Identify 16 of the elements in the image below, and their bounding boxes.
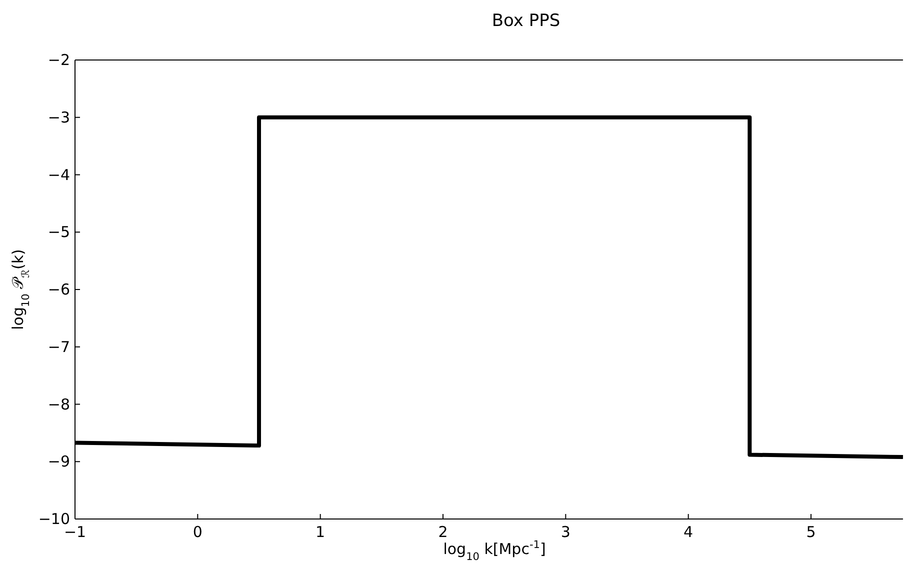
x-tick-label: 3: [560, 523, 570, 541]
y-tick-label: −9: [48, 452, 70, 471]
y-tick-label: −4: [48, 166, 70, 184]
y-tick-label: −5: [48, 223, 70, 242]
x-tick-label: 2: [438, 523, 448, 541]
x-tick-label: 1: [316, 523, 326, 541]
y-tick-label: −3: [48, 108, 70, 126]
x-tick-label: 4: [684, 523, 694, 541]
y-tick-label: −6: [48, 280, 70, 298]
y-tick-label: −7: [48, 338, 70, 356]
y-tick-label: −8: [48, 395, 70, 414]
x-axis-title: log$_{10}$ k[Mpc$^{-1}$]: [443, 539, 546, 563]
y-tick-label: −2: [48, 51, 70, 69]
chart-title: Box PPS: [492, 11, 560, 31]
x-tick-label: 0: [192, 523, 202, 541]
x-tick-label: 5: [806, 523, 816, 541]
